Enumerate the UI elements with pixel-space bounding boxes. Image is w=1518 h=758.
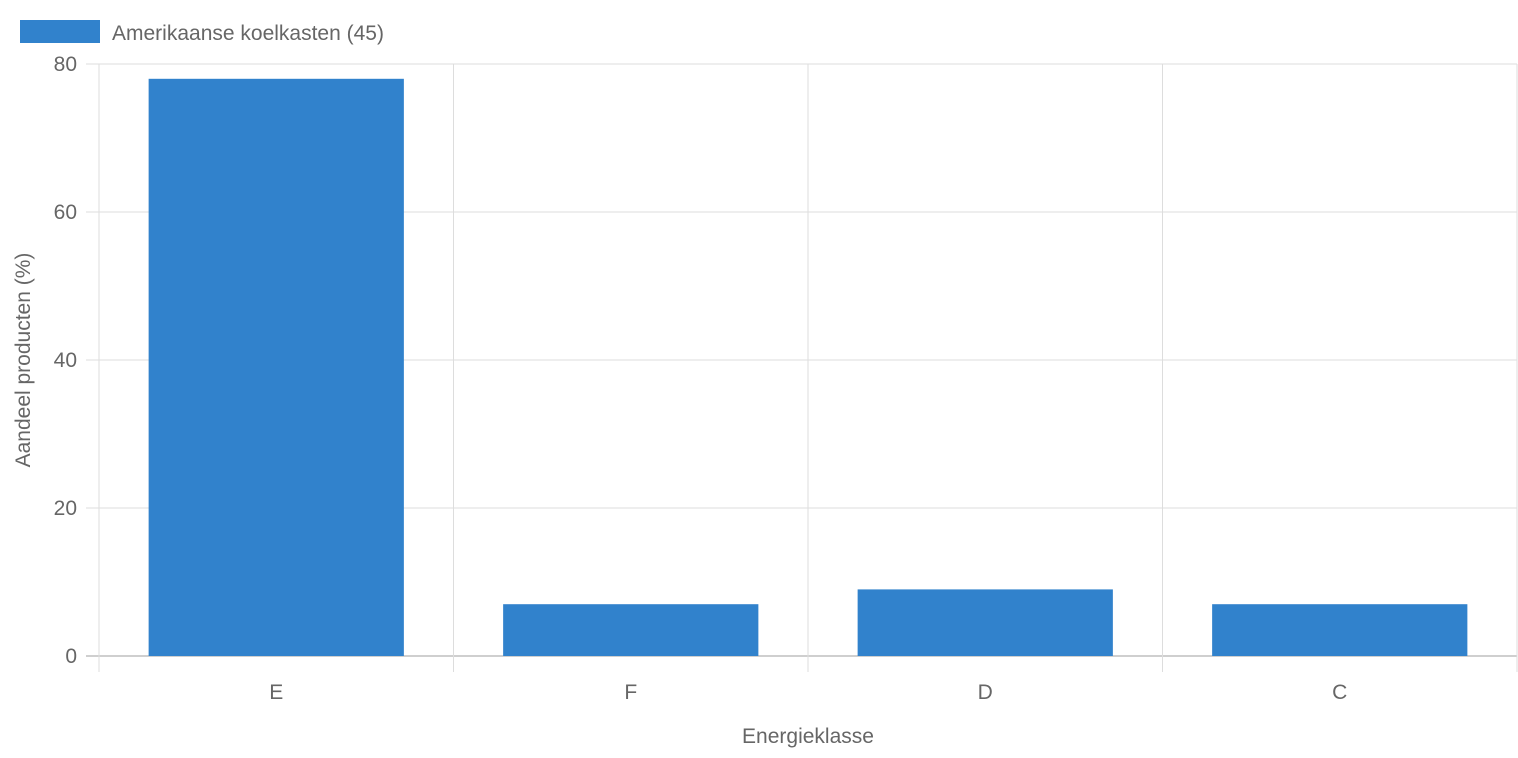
bars — [148, 78, 1468, 657]
bar-F[interactable] — [503, 604, 759, 656]
y-tick-label: 80 — [54, 53, 77, 76]
y-tick-label: 0 — [65, 645, 77, 668]
legend-label: Amerikaanse koelkasten (45) — [112, 22, 384, 45]
x-axis-title: Energieklasse — [742, 725, 874, 748]
legend[interactable]: Amerikaanse koelkasten (45) — [20, 20, 384, 45]
y-tick-label: 20 — [54, 497, 77, 520]
y-tick-label: 60 — [54, 201, 77, 224]
bar-E[interactable] — [148, 78, 404, 657]
y-axis-title: Aandeel producten (%) — [12, 253, 35, 468]
x-tick-label: C — [1332, 681, 1347, 704]
x-tick-label: F — [624, 681, 637, 704]
y-tick-label: 40 — [54, 349, 77, 372]
bar-C[interactable] — [1212, 604, 1468, 656]
y-axis-ticks: 0 20 40 60 80 — [54, 53, 77, 668]
x-tick-label: D — [978, 681, 993, 704]
legend-swatch — [20, 20, 100, 43]
x-tick-label: E — [269, 681, 283, 704]
bar-D[interactable] — [857, 589, 1113, 656]
